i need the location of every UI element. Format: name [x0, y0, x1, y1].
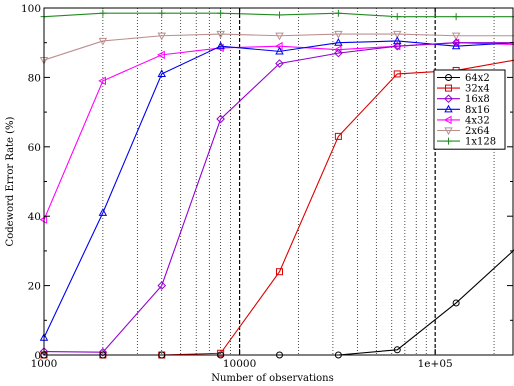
y-tick-label: 20	[28, 281, 41, 293]
data-point	[333, 45, 342, 54]
legend-label: 2x64	[465, 126, 490, 137]
data-point	[98, 37, 108, 46]
data-point	[276, 268, 284, 276]
series-1x128	[40, 9, 514, 21]
data-point	[334, 9, 342, 17]
legend-label: 4x32	[465, 115, 490, 126]
legend-label: 8x16	[465, 105, 490, 116]
data-point	[275, 32, 284, 41]
data-point	[334, 132, 342, 140]
data-point	[451, 38, 461, 48]
data-point	[451, 32, 461, 41]
data-point	[393, 36, 402, 45]
data-point	[216, 30, 225, 39]
y-tick-label: 60	[28, 142, 41, 154]
x-tick-label: 1000	[31, 358, 58, 370]
legend-entry-1x128: 1x128	[437, 137, 496, 148]
data-point	[216, 41, 225, 50]
legend-entry-64x2: 64x2	[437, 73, 490, 84]
data-point	[452, 13, 460, 21]
data-point	[157, 32, 166, 41]
grid-lines	[102, 8, 495, 355]
series-line	[43, 42, 514, 353]
data-point	[276, 11, 284, 19]
legend-label: 64x2	[465, 73, 490, 84]
y-tick-label: 40	[28, 211, 41, 223]
data-point	[158, 9, 166, 17]
series-16x8	[39, 38, 514, 357]
data-point	[392, 41, 402, 51]
data-point	[275, 59, 284, 68]
data-point	[393, 30, 402, 39]
x-tick-label: 1e+05	[418, 358, 453, 370]
data-point	[275, 46, 284, 55]
legend-label: 1x128	[465, 137, 496, 148]
series-line	[43, 33, 514, 61]
legend-entry-16x8: 16x8	[437, 94, 490, 105]
data-point	[99, 9, 107, 17]
legend-entry-8x16: 8x16	[437, 104, 490, 116]
data-point	[393, 70, 401, 78]
plot-frame	[43, 7, 514, 356]
series-line	[43, 40, 514, 338]
data-point	[98, 76, 106, 86]
axis-ticks: 0 20 40 60 80 100 1000 10000 1e+05	[21, 3, 513, 370]
data-point	[217, 9, 225, 17]
x-tick-label: 10000	[223, 358, 256, 370]
data-point	[393, 13, 401, 21]
data-point	[157, 50, 165, 60]
legend-marker	[445, 84, 452, 92]
x-axis-label: Number of observations	[211, 373, 334, 384]
y-axis-label: Codeword Error Rate (%)	[5, 116, 16, 246]
y-tick-label: 100	[21, 3, 41, 15]
data-point	[334, 30, 343, 39]
legend-marker	[444, 94, 453, 104]
data-point	[334, 38, 343, 46]
legend-entry-32x4: 32x4	[437, 84, 490, 95]
legend-label: 32x4	[465, 84, 490, 95]
legend-entry-4x32: 4x32	[437, 115, 490, 126]
data-point	[157, 281, 167, 290]
legend-marker	[443, 115, 452, 125]
series-group	[39, 9, 514, 359]
data-point	[452, 299, 460, 307]
data-point	[98, 208, 108, 216]
legend-marker	[444, 127, 453, 136]
data-point	[216, 114, 225, 124]
data-point	[157, 69, 166, 78]
data-point	[334, 48, 343, 58]
legend-marker	[445, 74, 452, 81]
legend-entry-2x64: 2x64	[437, 126, 490, 137]
data-point	[393, 346, 401, 354]
data-point	[98, 347, 108, 357]
y-tick-label: 0	[34, 350, 41, 362]
legend-marker	[445, 137, 452, 145]
y-tick-label: 80	[28, 72, 41, 84]
series-2x64	[39, 30, 514, 65]
data-point	[451, 41, 461, 50]
legend-label: 16x8	[465, 94, 490, 105]
legend-marker	[444, 104, 453, 113]
